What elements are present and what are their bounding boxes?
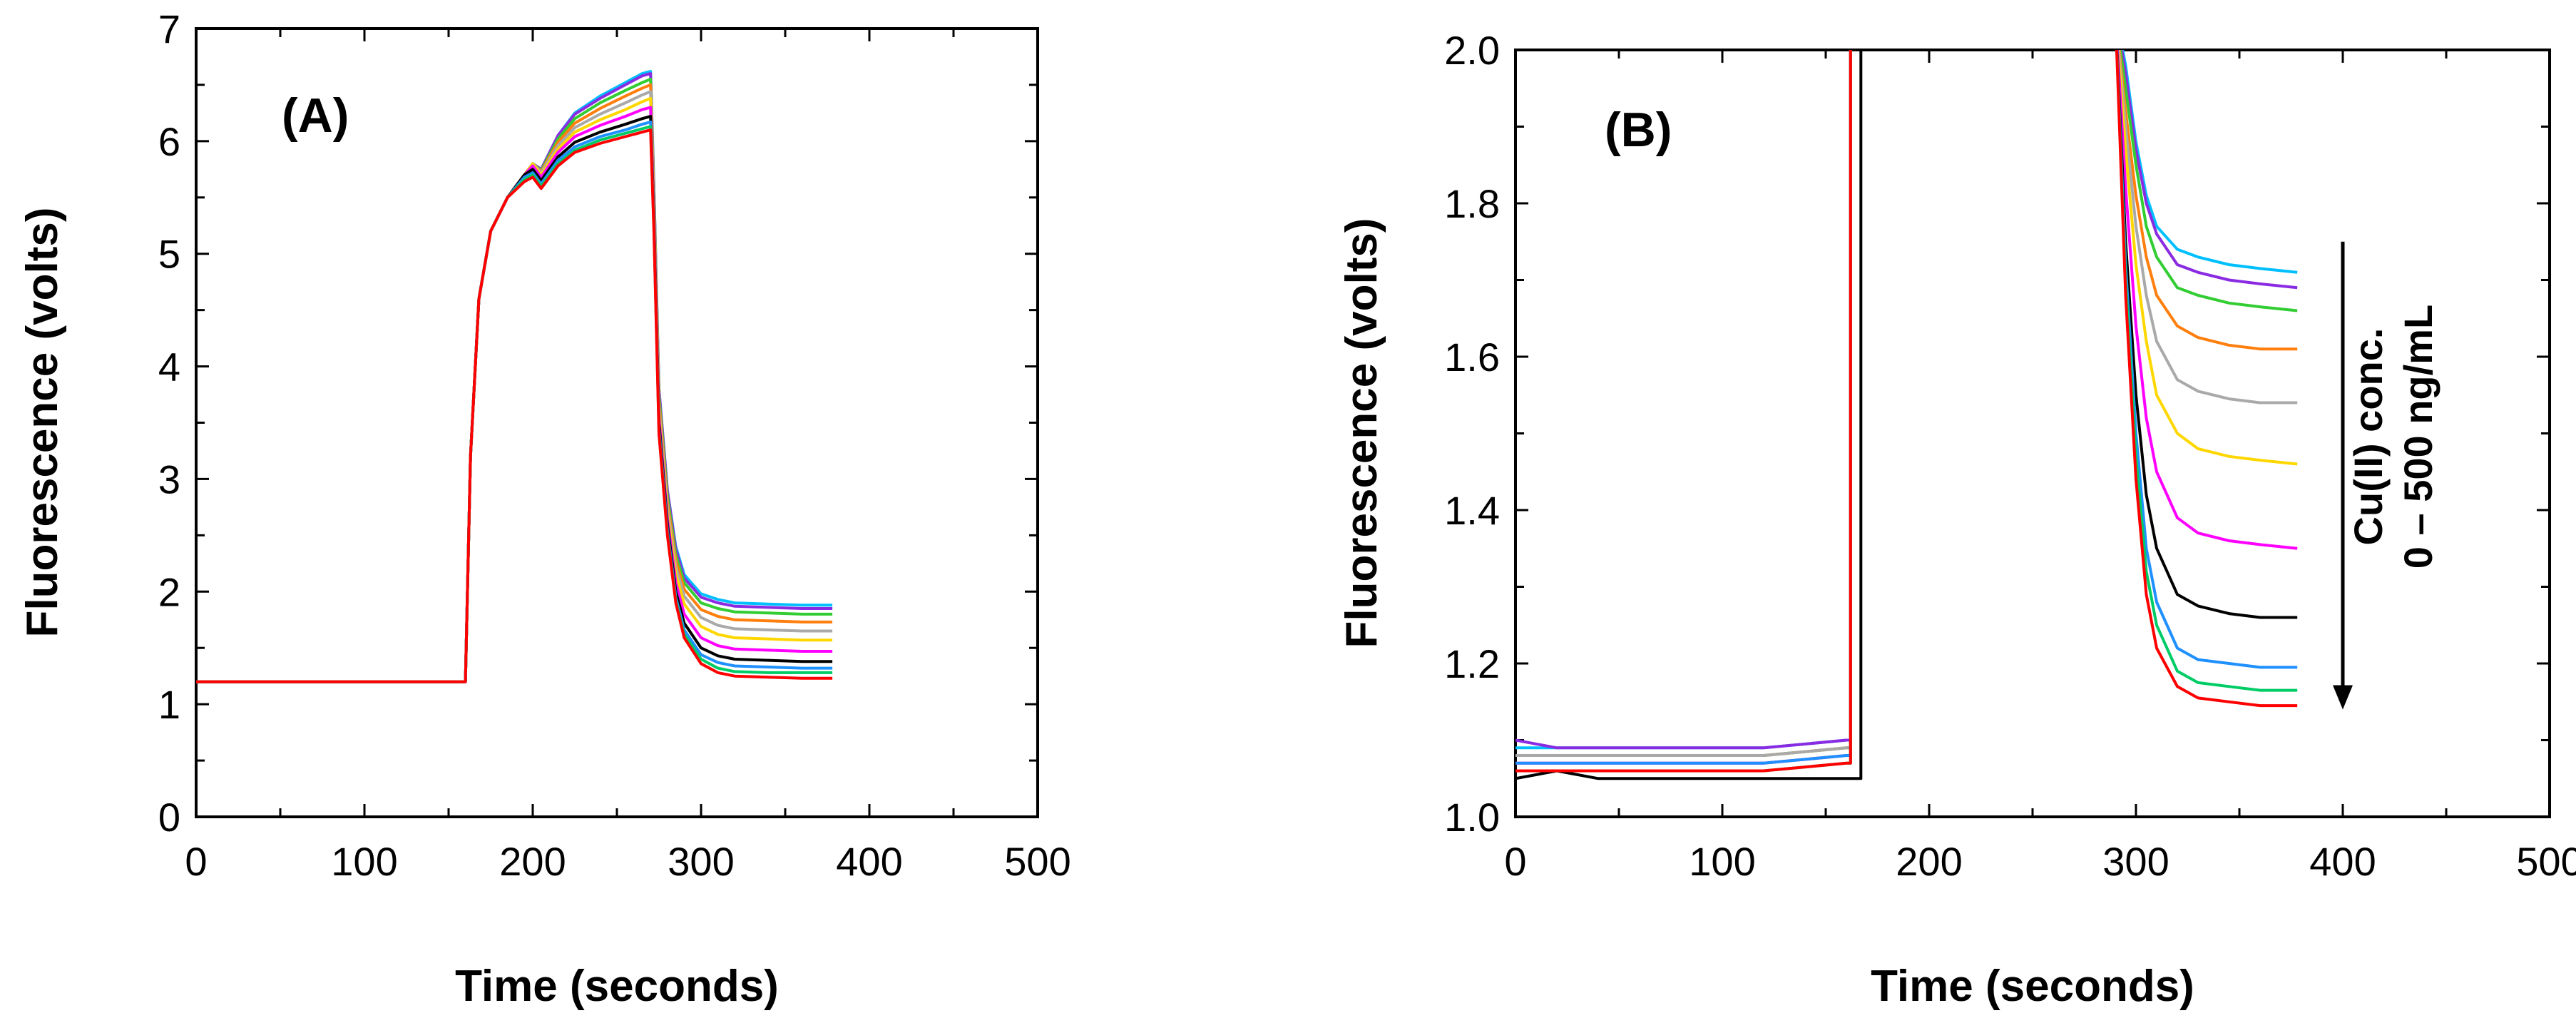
panel-a-label: (A) (282, 88, 349, 143)
panel-a-y-tick-label: 1 (158, 682, 180, 727)
annotation-line-2: 0 – 500 ng/mL (2396, 305, 2440, 569)
panel-a-x-axis-title: Time (seconds) (455, 962, 779, 1011)
panel-b-label: (B) (1605, 103, 1672, 157)
panel-b-series-decay-10 (2115, 50, 2298, 692)
annotation-arrow-head (2333, 685, 2353, 710)
panel-b-x-tick-label: 200 (1896, 839, 1962, 884)
panel-a-series-line-4 (196, 83, 833, 683)
panel-a-y-axis-title: Fluorescence (volts) (18, 208, 67, 638)
panel-b-y-tick-label: 1.8 (1444, 181, 1500, 226)
panel-a-y-tick-label: 3 (158, 457, 180, 502)
panel-b-series-rise-2 (1516, 50, 1852, 750)
panel-a-series-line-6 (196, 96, 833, 683)
panel-b-series-decay-4 (2117, 50, 2298, 351)
panel-b-chart: 0 100 200 300 400 500 1.0 1.2 1.4 1.6 1.8 2.0 (B) T… (1337, 28, 2576, 1011)
panel-b-series-rise-4 (1516, 50, 1852, 757)
panel-b-plot-frame (1514, 49, 2551, 818)
panel-b-series-rise-6 (1516, 50, 1852, 765)
panel-b-series-rise-5 (1516, 50, 1852, 757)
panel-b-series-rise-10 (1516, 50, 1852, 773)
panel-a-series-line-7 (196, 106, 833, 683)
panel-a-series-line-1 (196, 70, 833, 683)
panel-b-series-rise-11 (1516, 50, 1852, 773)
panel-b-series-rise-1 (1516, 50, 1852, 750)
panel-b-x-tick-label: 500 (2516, 839, 2576, 884)
panel-a-y-tick-label: 5 (158, 232, 180, 277)
panel-b-series-decay-11 (2115, 50, 2298, 708)
panel-b-series-rise-7 (1516, 50, 1852, 765)
panel-b-y-tick-label: 1.2 (1444, 641, 1500, 686)
panel-b-y-tick-label: 1.0 (1444, 795, 1500, 840)
panel-b-series-decay-3 (2119, 50, 2298, 312)
panel-b-series-decay-6 (2117, 50, 2298, 466)
panel-b-series-rise-3 (1516, 50, 1852, 757)
panel-a-x-tick-label: 300 (668, 839, 734, 884)
panel-a-series-line-5 (196, 90, 833, 683)
panel-b-x-tick-label: 400 (2309, 839, 2376, 884)
panel-b-x-tick-label: 0 (1504, 839, 1526, 884)
panel-b-series-decay-8 (2115, 50, 2298, 619)
panel-a-y-tick-label: 0 (158, 795, 180, 840)
panel-b-series-rise-9 (1516, 50, 1852, 765)
panel-a-y-tick-label: 7 (158, 6, 180, 51)
annotation-line-1: Cu(II) conc. (2346, 328, 2391, 546)
panel-a-x-tick-label: 400 (836, 839, 902, 884)
panel-b-y-tick-label: 2.0 (1444, 28, 1500, 73)
panel-a-series-line-9 (196, 121, 833, 683)
panel-a-series-line-11 (196, 128, 833, 683)
panel-b-y-tick-label: 1.6 (1444, 335, 1500, 380)
panel-b-series-decay-5 (2117, 50, 2298, 404)
panel-a-series-line-8 (196, 115, 833, 683)
panel-b-y-axis-title: Fluorescence (volts) (1337, 218, 1386, 648)
panel-a-series-line-10 (196, 125, 833, 683)
panel-b-series-decay-2 (2120, 50, 2298, 290)
panel-a-series-line-2 (196, 72, 833, 683)
panel-b-x-axis-title: Time (seconds) (1871, 962, 2194, 1011)
panel-a-x-tick-label: 100 (331, 839, 397, 884)
panel-b-series-rise-8 (1516, 50, 1863, 780)
panel-a-series-line-3 (196, 78, 833, 683)
panel-b-series-decay-7 (2116, 50, 2298, 550)
panel-a-y-tick-label: 6 (158, 119, 180, 164)
panel-b-y-tick-label: 1.4 (1444, 488, 1500, 533)
panel-b-x-tick-label: 300 (2102, 839, 2169, 884)
panel-a-x-tick-label: 500 (1004, 839, 1070, 884)
panel-a-plot-frame (195, 27, 1039, 818)
panel-a-x-tick-label: 200 (499, 839, 566, 884)
panel-b-x-tick-label: 100 (1689, 839, 1755, 884)
panel-a-x-tick-label: 0 (185, 839, 207, 884)
panel-a-y-tick-label: 2 (158, 569, 180, 614)
panel-a-y-tick-label: 4 (158, 345, 180, 390)
panel-a-chart: 0 100 200 300 400 500 0 1 2 3 4 5 6 7 (A) Time (secon… (18, 6, 1071, 1011)
